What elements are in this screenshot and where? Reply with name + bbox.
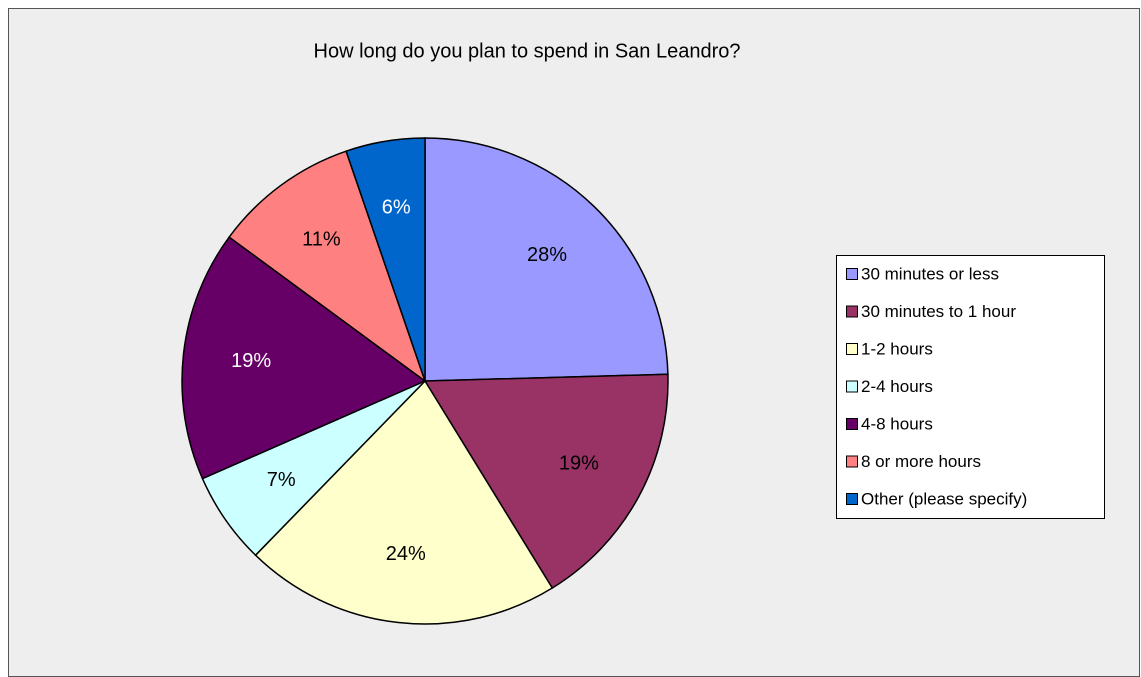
legend-swatch bbox=[846, 343, 858, 355]
legend-swatch bbox=[846, 380, 858, 393]
legend-swatch bbox=[846, 455, 858, 468]
legend-label: 30 minutes to 1 hour bbox=[861, 302, 1016, 321]
pie-slice bbox=[181, 236, 427, 480]
legend-label: 1-2 hours bbox=[861, 339, 933, 358]
legend-label: 2-4 hours bbox=[861, 377, 933, 396]
data-label: 19% bbox=[231, 350, 271, 372]
data-label: 28% bbox=[527, 244, 567, 266]
legend-label: 30 minutes or less bbox=[861, 264, 999, 283]
legend-swatch bbox=[846, 305, 858, 318]
pie-slice bbox=[228, 150, 427, 384]
legend-swatch bbox=[846, 268, 858, 280]
pie-slice bbox=[345, 137, 426, 382]
pie-slice bbox=[424, 137, 669, 382]
pie-slice bbox=[254, 379, 554, 625]
legend-swatch bbox=[846, 418, 858, 430]
data-label: 19% bbox=[559, 453, 599, 475]
legend-label: Other (please specify) bbox=[861, 489, 1027, 508]
pie-slice bbox=[423, 373, 669, 590]
legend-label: 8 or more hours bbox=[861, 452, 981, 471]
legend-box bbox=[836, 255, 1105, 519]
legend-label: 4-8 hours bbox=[861, 414, 933, 433]
data-label: 11% bbox=[302, 228, 341, 250]
chart-title: How long do you plan to spend in San Lea… bbox=[314, 40, 741, 62]
legend-swatch bbox=[846, 493, 858, 505]
data-label: 7% bbox=[267, 469, 296, 491]
data-label: 6% bbox=[382, 197, 411, 219]
data-label: 24% bbox=[386, 543, 426, 565]
